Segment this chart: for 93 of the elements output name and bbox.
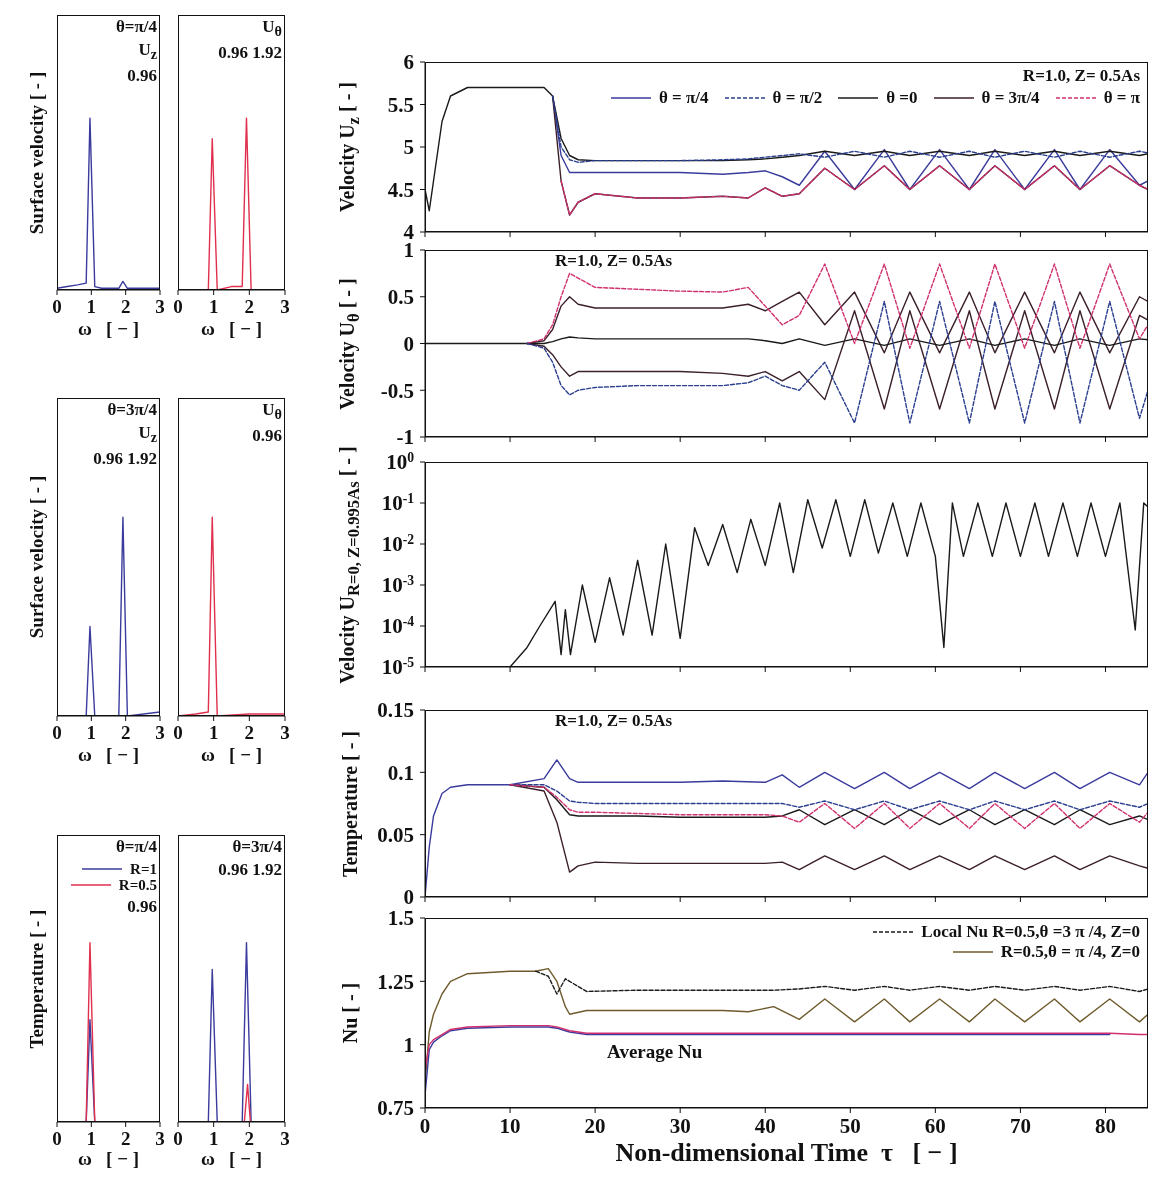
y-tick-label: 0.5 bbox=[387, 285, 414, 310]
y-tick-label: 10$^{-2}$ bbox=[381, 531, 415, 557]
y-tick-label: 10$^{-4}$ bbox=[381, 613, 415, 639]
y-axis-title: Temperature [ - ] bbox=[338, 730, 362, 877]
y-tick-label: 0.1 bbox=[387, 760, 414, 785]
annotation: R=1.0, Z= 0.5As bbox=[555, 251, 673, 271]
x-tick-label: 2 bbox=[244, 722, 255, 744]
text: U$_{θ}$ bbox=[262, 400, 282, 423]
x-tick-label: 1 bbox=[208, 722, 219, 744]
text: 0.96 bbox=[252, 425, 282, 446]
text: U$_{θ}$ bbox=[262, 17, 282, 40]
x-tick-label: 1 bbox=[86, 1128, 97, 1150]
x-axis-title: ω [ − ] bbox=[199, 744, 264, 766]
legend-label: R=0.5 bbox=[118, 877, 157, 894]
x-tick-label: 2 bbox=[120, 296, 131, 318]
x-tick-label: 0 bbox=[419, 1113, 431, 1138]
x-tick-label: 0 bbox=[173, 296, 183, 318]
x-tick-label: 1 bbox=[208, 1128, 219, 1150]
x-tick-label: 2 bbox=[120, 722, 131, 744]
x-tick-label: 0 bbox=[173, 722, 183, 744]
x-tick-label: 0 bbox=[52, 296, 62, 318]
x-tick-label: 1 bbox=[86, 722, 97, 744]
legend-label: θ = π/2 bbox=[772, 88, 823, 108]
y-tick-label: 0.05 bbox=[377, 823, 414, 848]
legend-label: R=1 bbox=[130, 860, 157, 878]
text: 0.96 1.92 bbox=[218, 859, 282, 880]
text: θ=π/4 bbox=[115, 837, 157, 857]
legend-label: R=0.5,θ = π /4, Z=0 bbox=[1000, 942, 1140, 962]
x-tick-label: 60 bbox=[924, 1113, 946, 1138]
y-tick-label: 0.15 bbox=[377, 698, 414, 723]
annotation: R=1.0, Z= 0.5As bbox=[1022, 66, 1140, 86]
x-tick-label: 1 bbox=[208, 296, 219, 318]
x-axis-title: ω [ − ] bbox=[76, 1148, 141, 1170]
text: θ=3π/4 bbox=[107, 400, 157, 420]
x-tick-label: 2 bbox=[244, 296, 255, 318]
x-tick-label: 0 bbox=[173, 1128, 183, 1150]
y-tick-label: 1 bbox=[403, 238, 414, 263]
legend-label: θ = 3π/4 bbox=[981, 88, 1040, 108]
x-axis-title: ω [ − ] bbox=[199, 318, 264, 340]
y-tick-label: 5.5 bbox=[387, 92, 414, 117]
y-tick-label: 4.5 bbox=[387, 177, 414, 202]
y-tick-label: 1 bbox=[403, 1033, 414, 1058]
y-tick-label: 10$^{-1}$ bbox=[381, 490, 415, 516]
x-tick-label: 3 bbox=[155, 296, 165, 318]
legend-label: θ = π/4 bbox=[658, 88, 709, 108]
text: θ=3π/4 bbox=[232, 837, 282, 857]
legend-label: θ =0 bbox=[886, 88, 918, 108]
x-axis-title: Non-dimensional Time τ [ − ] bbox=[614, 1138, 959, 1168]
y-tick-label: 10$^{-5}$ bbox=[381, 654, 415, 680]
y-tick-label: -1 bbox=[396, 425, 414, 450]
text: U$_{z}$ bbox=[138, 39, 157, 63]
x-tick-label: 1 bbox=[86, 296, 97, 318]
x-tick-label: 10 bbox=[499, 1113, 521, 1138]
x-tick-label: 3 bbox=[280, 1128, 290, 1150]
text: θ=π/4 bbox=[115, 17, 157, 37]
y-tick-label: 5 bbox=[403, 135, 414, 160]
y-tick-label: 6 bbox=[403, 50, 414, 75]
y-axis-title: Nu [ - ] bbox=[338, 982, 362, 1044]
x-axis-title: ω [ − ] bbox=[76, 318, 141, 340]
x-axis-title: ω [ − ] bbox=[76, 744, 141, 766]
text: 0.96 1.92 bbox=[93, 448, 157, 469]
y-axis-title: Surface velocity [ - ] bbox=[26, 475, 48, 639]
text: 0.96 bbox=[127, 896, 157, 917]
text: U$_{z}$ bbox=[138, 422, 157, 446]
x-tick-label: 40 bbox=[754, 1113, 776, 1138]
y-tick-label: 1.25 bbox=[377, 969, 414, 994]
legend-label: Local Nu R=0.5,θ =3 π /4, Z=0 bbox=[921, 922, 1140, 942]
x-tick-label: 0 bbox=[52, 1128, 62, 1150]
y-tick-label: 0 bbox=[403, 331, 414, 356]
x-tick-label: 70 bbox=[1009, 1113, 1031, 1138]
annotation: Average Nu bbox=[607, 1041, 703, 1064]
x-tick-label: 2 bbox=[120, 1128, 131, 1150]
x-tick-label: 80 bbox=[1094, 1113, 1116, 1138]
x-tick-label: 20 bbox=[584, 1113, 606, 1138]
y-axis-title: Surface velocity [ - ] bbox=[26, 71, 48, 234]
text: 0.96 bbox=[127, 65, 157, 86]
y-tick-label: 10$^{-3}$ bbox=[381, 572, 415, 598]
text: 0.96 1.92 bbox=[218, 42, 282, 63]
x-tick-label: 3 bbox=[155, 722, 165, 744]
x-axis-title: ω [ − ] bbox=[199, 1148, 264, 1170]
annotation: R=1.0, Z= 0.5As bbox=[555, 711, 673, 731]
y-tick-label: -0.5 bbox=[380, 378, 414, 403]
x-tick-label: 50 bbox=[839, 1113, 861, 1138]
legend-label: θ = π bbox=[1103, 88, 1140, 108]
x-tick-label: 3 bbox=[155, 1128, 165, 1150]
x-tick-label: 3 bbox=[280, 296, 290, 318]
y-tick-label: 0.75 bbox=[377, 1096, 414, 1121]
y-axis-title: Temperature [ - ] bbox=[26, 909, 48, 1048]
x-tick-label: 0 bbox=[52, 722, 62, 744]
y-tick-label: 10$^{0}$ bbox=[386, 449, 415, 475]
x-tick-label: 2 bbox=[244, 1128, 255, 1150]
x-tick-label: 3 bbox=[280, 722, 290, 744]
x-tick-label: 30 bbox=[669, 1113, 691, 1138]
